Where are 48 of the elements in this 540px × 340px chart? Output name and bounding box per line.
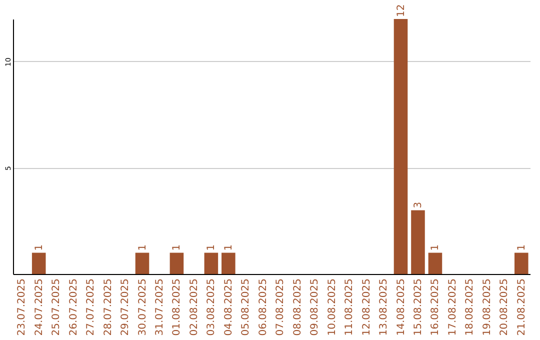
x-tick-label: 05.08.2025 [240,278,252,336]
x-tick-label: 24.07.2025 [34,278,45,336]
bar [411,210,425,274]
data-label: 1 [430,244,442,251]
x-tick-label: 02.08.2025 [188,278,200,336]
x-tick-label: 13.08.2025 [378,278,390,336]
x-tick-label: 06.08.2025 [258,278,269,336]
x-tick-label: 31.07.2025 [154,278,166,336]
x-tick-label: 27.07.2025 [86,278,97,336]
x-tick-label: 01.08.2025 [172,278,183,336]
x-tick-label: 09.08.2025 [310,278,321,336]
bar [222,252,236,274]
x-tick-label: 21.08.2025 [516,278,528,336]
x-tick-label: 07.08.2025 [275,278,286,336]
data-label: 1 [223,244,234,251]
x-tick-label: 08.08.2025 [292,278,304,336]
bar [135,252,150,274]
data-label: 1 [34,244,45,251]
x-tick-label: 25.07.2025 [51,278,62,336]
x-tick-label: 18.08.2025 [464,278,476,336]
bar [204,252,218,274]
x-tick-label: 19.08.2025 [482,278,493,336]
data-label: 12 [396,4,407,17]
x-tick-label: 15.08.2025 [412,278,424,336]
bar [32,252,46,274]
x-tick-label: 17.08.2025 [447,278,458,336]
data-label: 1 [137,244,148,251]
x-tick-label: 20.08.2025 [499,278,510,336]
data-label: 3 [412,202,424,208]
data-label: 1 [206,244,218,251]
x-tick-label: 14.08.2025 [396,278,407,336]
bar [514,252,528,274]
x-tick-label: 04.08.2025 [223,278,234,336]
x-tick-label: 10.08.2025 [326,278,338,336]
x-tick-label: 12.08.2025 [361,278,372,336]
x-tick-label: 23.07.2025 [16,278,28,336]
x-tick-label: 11.08.2025 [344,278,356,336]
x-tick-label: 26.07.2025 [68,278,80,336]
data-label: 1 [516,244,528,251]
bar [170,252,184,274]
x-tick-label: 28.07.2025 [102,278,114,336]
bar [394,19,408,274]
x-tick-label: 03.08.2025 [206,278,218,336]
x-tick-label: 30.07.2025 [137,278,148,336]
data-label: 1 [172,244,183,251]
bar [428,252,442,274]
x-tick-label: 16.08.2025 [430,278,442,336]
x-tick-label: 29.07.2025 [120,278,132,336]
